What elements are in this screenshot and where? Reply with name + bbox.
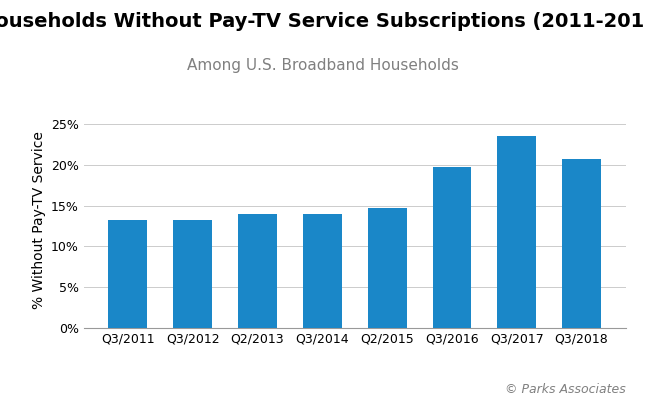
Y-axis label: % Without Pay-TV Service: % Without Pay-TV Service xyxy=(32,131,46,309)
Bar xyxy=(303,214,342,328)
Text: Among U.S. Broadband Households: Among U.S. Broadband Households xyxy=(186,58,459,73)
Bar xyxy=(562,159,601,328)
Bar xyxy=(238,214,277,328)
Bar xyxy=(497,136,536,328)
Bar xyxy=(108,220,147,328)
Text: © Parks Associates: © Parks Associates xyxy=(505,383,626,396)
Text: Households Without Pay-TV Service Subscriptions (2011-2018): Households Without Pay-TV Service Subscr… xyxy=(0,12,645,31)
Bar xyxy=(174,220,212,328)
Bar xyxy=(433,168,471,328)
Bar xyxy=(368,208,406,328)
